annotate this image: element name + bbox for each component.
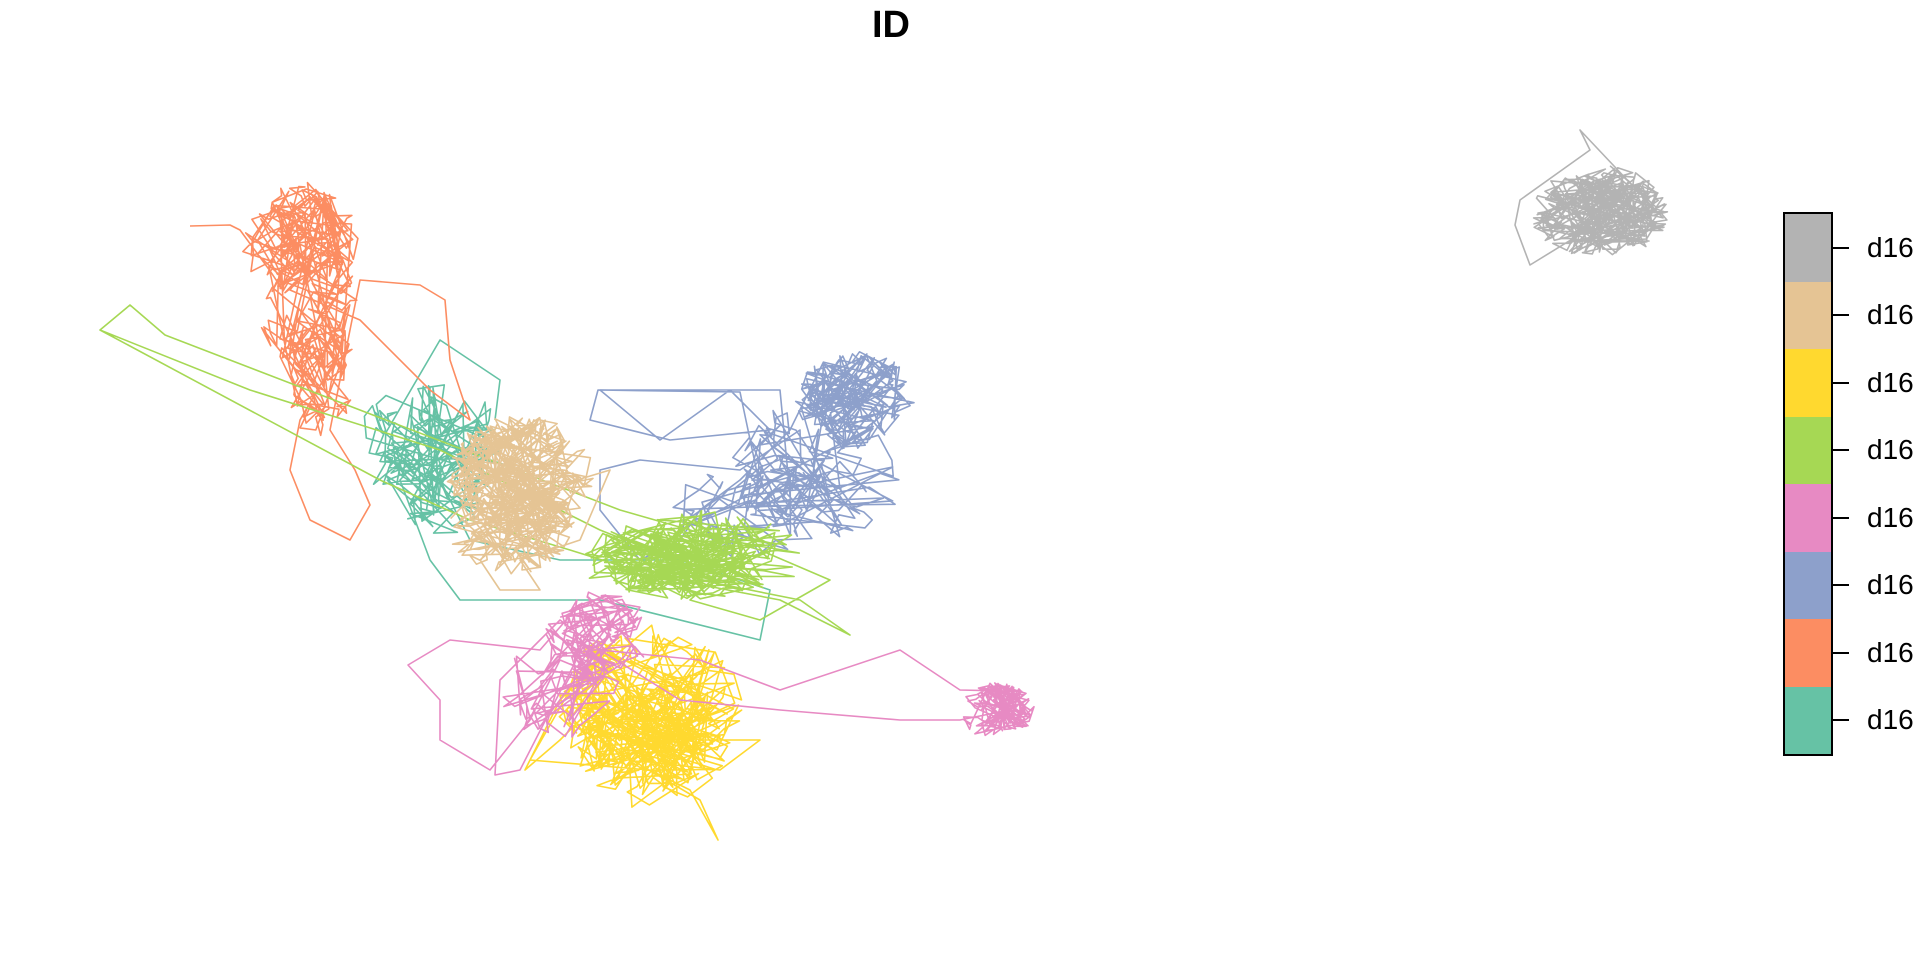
legend-label: d16 xyxy=(1867,501,1914,533)
track-gray xyxy=(1514,129,1669,266)
color-legend: d16 d16 d16 d16 d16 d16 d16 d16 xyxy=(1783,212,1920,756)
legend-tan-swatch xyxy=(1785,281,1831,349)
legend-label: d16 xyxy=(1867,299,1914,331)
legend-label: d16 xyxy=(1867,434,1914,466)
track-green xyxy=(99,304,851,636)
legend-tick xyxy=(1831,314,1849,317)
legend-green-swatch xyxy=(1785,416,1831,484)
legend-label: d16 xyxy=(1867,636,1914,668)
legend-gray-swatch xyxy=(1785,214,1831,282)
track-orange xyxy=(189,181,471,541)
legend-label: d16 xyxy=(1867,231,1914,263)
legend-label: d16 xyxy=(1867,704,1914,736)
track-pink xyxy=(407,591,1035,776)
legend-tick xyxy=(1831,516,1849,519)
legend-tick xyxy=(1831,381,1849,384)
legend-label: d16 xyxy=(1867,366,1914,398)
legend-teal-swatch xyxy=(1785,686,1831,754)
legend-orange-swatch xyxy=(1785,619,1831,687)
legend-tick xyxy=(1831,449,1849,452)
legend-pink-swatch xyxy=(1785,484,1831,552)
legend-tick xyxy=(1831,651,1849,654)
legend-tick xyxy=(1831,246,1849,249)
legend-tick xyxy=(1831,719,1849,722)
map-title: ID xyxy=(872,4,910,46)
legend-tick xyxy=(1831,584,1849,587)
legend-blue-swatch xyxy=(1785,551,1831,619)
legend-yellow-swatch xyxy=(1785,349,1831,417)
track-tan xyxy=(446,416,611,591)
legend-color-bar xyxy=(1783,212,1833,756)
legend-label: d16 xyxy=(1867,569,1914,601)
track-yellow xyxy=(524,624,761,841)
